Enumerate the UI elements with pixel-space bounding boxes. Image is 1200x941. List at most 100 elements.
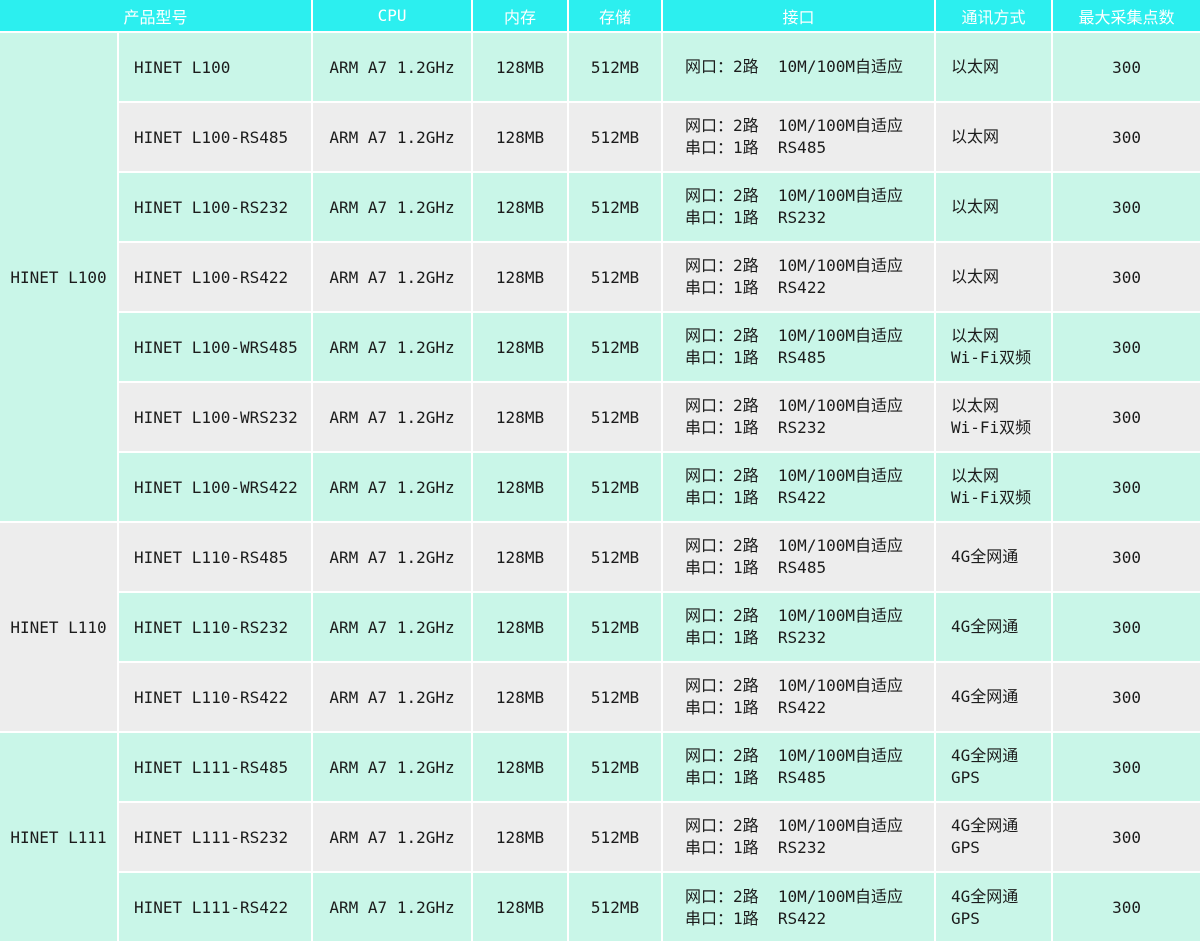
memory-cell: 128MB bbox=[472, 102, 570, 173]
interface-line1: 网口：2路 10M/100M自适应 bbox=[685, 886, 903, 906]
comm-line2: GPS bbox=[951, 768, 980, 787]
memory-cell: 128MB bbox=[472, 872, 570, 941]
storage-cell: 512MB bbox=[568, 872, 664, 941]
comm-cell: 以太网 Wi-Fi双频 bbox=[935, 312, 1054, 383]
model-cell: HINET L100-WRS232 bbox=[118, 382, 314, 453]
comm-line1: 以太网 bbox=[951, 57, 1000, 76]
table-row: HINET L110-RS232 ARM A7 1.2GHz 128MB 512… bbox=[0, 592, 1200, 663]
comm-cell: 4G全网通 bbox=[935, 662, 1054, 733]
interface-line1: 网口：2路 10M/100M自适应 bbox=[685, 326, 903, 345]
storage-cell: 512MB bbox=[568, 32, 664, 103]
interface-cell: 网口：2路 10M/100M自适应 bbox=[662, 32, 937, 103]
interface-cell: 网口：2路 10M/100M自适应 串口：1路 RS232 bbox=[662, 592, 937, 663]
interface-line1: 网口：2路 10M/100M自适应 bbox=[685, 816, 903, 835]
max-points-cell: 300 bbox=[1052, 802, 1200, 873]
comm-line1: 4G全网通 bbox=[951, 617, 1019, 636]
memory-cell: 128MB bbox=[472, 32, 570, 103]
storage-cell: 512MB bbox=[568, 312, 664, 383]
comm-line2: GPS bbox=[951, 908, 980, 928]
col-header-cpu: CPU bbox=[312, 0, 474, 33]
memory-cell: 128MB bbox=[472, 242, 570, 313]
storage-cell: 512MB bbox=[568, 102, 664, 173]
max-points-cell: 300 bbox=[1052, 732, 1200, 803]
comm-cell: 以太网 bbox=[935, 242, 1054, 313]
comm-line2: GPS bbox=[951, 838, 980, 857]
table-row: HINET L110-RS422 ARM A7 1.2GHz 128MB 512… bbox=[0, 662, 1200, 733]
max-points-cell: 300 bbox=[1052, 592, 1200, 663]
interface-line1: 网口：2路 10M/100M自适应 bbox=[685, 536, 903, 555]
comm-line2: Wi-Fi双频 bbox=[951, 488, 1032, 507]
interface-line1: 网口：2路 10M/100M自适应 bbox=[685, 57, 903, 76]
cpu-cell: ARM A7 1.2GHz bbox=[312, 662, 474, 733]
comm-line1: 以太网 bbox=[951, 127, 1000, 146]
interface-line1: 网口：2路 10M/100M自适应 bbox=[685, 466, 903, 485]
interface-cell: 网口：2路 10M/100M自适应 串口：1路 RS422 bbox=[662, 452, 937, 523]
col-header-interface: 接口 bbox=[662, 0, 937, 33]
col-header-comm: 通讯方式 bbox=[935, 0, 1054, 33]
cpu-cell: ARM A7 1.2GHz bbox=[312, 32, 474, 103]
storage-cell: 512MB bbox=[568, 452, 664, 523]
max-points-cell: 300 bbox=[1052, 662, 1200, 733]
storage-cell: 512MB bbox=[568, 732, 664, 803]
model-cell: HINET L110-RS485 bbox=[118, 522, 314, 593]
cpu-cell: ARM A7 1.2GHz bbox=[312, 312, 474, 383]
comm-line1: 4G全网通 bbox=[951, 816, 1019, 835]
storage-cell: 512MB bbox=[568, 802, 664, 873]
comm-cell: 4G全网通 GPS bbox=[935, 802, 1054, 873]
model-cell: HINET L100-RS485 bbox=[118, 102, 314, 173]
interface-line2: 串口：1路 RS485 bbox=[685, 558, 827, 577]
cpu-cell: ARM A7 1.2GHz bbox=[312, 382, 474, 453]
model-cell: HINET L111-RS422 bbox=[118, 872, 314, 941]
max-points-cell: 300 bbox=[1052, 32, 1200, 103]
table-row: HINET L111-RS232 ARM A7 1.2GHz 128MB 512… bbox=[0, 802, 1200, 873]
comm-line1: 4G全网通 bbox=[951, 886, 1019, 906]
interface-line2: 串口：1路 RS232 bbox=[685, 208, 827, 227]
table-row: HINET L100-WRS422 ARM A7 1.2GHz 128MB 51… bbox=[0, 452, 1200, 523]
storage-cell: 512MB bbox=[568, 242, 664, 313]
col-header-max-points: 最大采集点数 bbox=[1052, 0, 1200, 33]
table-row: HINET L111-RS422 ARM A7 1.2GHz 128MB 512… bbox=[0, 872, 1200, 941]
comm-cell: 以太网 Wi-Fi双频 bbox=[935, 452, 1054, 523]
comm-cell: 以太网 bbox=[935, 172, 1054, 243]
table-row: HINET L110 HINET L110-RS485 ARM A7 1.2GH… bbox=[0, 522, 1200, 733]
comm-line1: 4G全网通 bbox=[951, 746, 1019, 765]
cpu-cell: ARM A7 1.2GHz bbox=[312, 452, 474, 523]
cpu-cell: ARM A7 1.2GHz bbox=[312, 522, 474, 593]
group-cell-l110: HINET L110 bbox=[0, 522, 119, 733]
interface-cell: 网口：2路 10M/100M自适应 串口：1路 RS232 bbox=[662, 802, 937, 873]
interface-line2: 串口：1路 RS422 bbox=[685, 278, 827, 297]
table-row: HINET L111 HINET L111-RS485 ARM A7 1.2GH… bbox=[0, 732, 1200, 941]
interface-line1: 网口：2路 10M/100M自适应 bbox=[685, 746, 903, 765]
model-cell: HINET L110-RS422 bbox=[118, 662, 314, 733]
memory-cell: 128MB bbox=[472, 522, 570, 593]
cpu-cell: ARM A7 1.2GHz bbox=[312, 102, 474, 173]
interface-cell: 网口：2路 10M/100M自适应 串口：1路 RS232 bbox=[662, 172, 937, 243]
model-cell: HINET L111-RS232 bbox=[118, 802, 314, 873]
interface-line1: 网口：2路 10M/100M自适应 bbox=[685, 396, 903, 415]
interface-line2: 串口：1路 RS232 bbox=[685, 628, 827, 647]
table-header: 产品型号 CPU 内存 存储 接口 通讯方式 最大采集点数 bbox=[0, 0, 1200, 33]
interface-line2: 串口：1路 RS422 bbox=[685, 488, 827, 507]
interface-cell: 网口：2路 10M/100M自适应 串口：1路 RS422 bbox=[662, 242, 937, 313]
cpu-cell: ARM A7 1.2GHz bbox=[312, 242, 474, 313]
comm-cell: 4G全网通 bbox=[935, 592, 1054, 663]
interface-line1: 网口：2路 10M/100M自适应 bbox=[685, 256, 903, 275]
max-points-cell: 300 bbox=[1052, 522, 1200, 593]
comm-cell: 以太网 bbox=[935, 102, 1054, 173]
interface-cell: 网口：2路 10M/100M自适应 串口：1路 RS485 bbox=[662, 522, 937, 593]
cpu-cell: ARM A7 1.2GHz bbox=[312, 592, 474, 663]
comm-line1: 以太网 bbox=[951, 267, 1000, 286]
col-header-storage: 存储 bbox=[568, 0, 664, 33]
model-cell: HINET L100-RS422 bbox=[118, 242, 314, 313]
interface-cell: 网口：2路 10M/100M自适应 串口：1路 RS232 bbox=[662, 382, 937, 453]
cpu-cell: ARM A7 1.2GHz bbox=[312, 802, 474, 873]
memory-cell: 128MB bbox=[472, 382, 570, 453]
col-header-memory: 内存 bbox=[472, 0, 570, 33]
comm-cell: 4G全网通 GPS bbox=[935, 872, 1054, 941]
table-row: HINET L100 HINET L100 ARM A7 1.2GHz 128M… bbox=[0, 32, 1200, 523]
interface-cell: 网口：2路 10M/100M自适应 串口：1路 RS485 bbox=[662, 102, 937, 173]
comm-line1: 4G全网通 bbox=[951, 687, 1019, 706]
model-cell: HINET L100-WRS422 bbox=[118, 452, 314, 523]
model-cell: HINET L110-RS232 bbox=[118, 592, 314, 663]
